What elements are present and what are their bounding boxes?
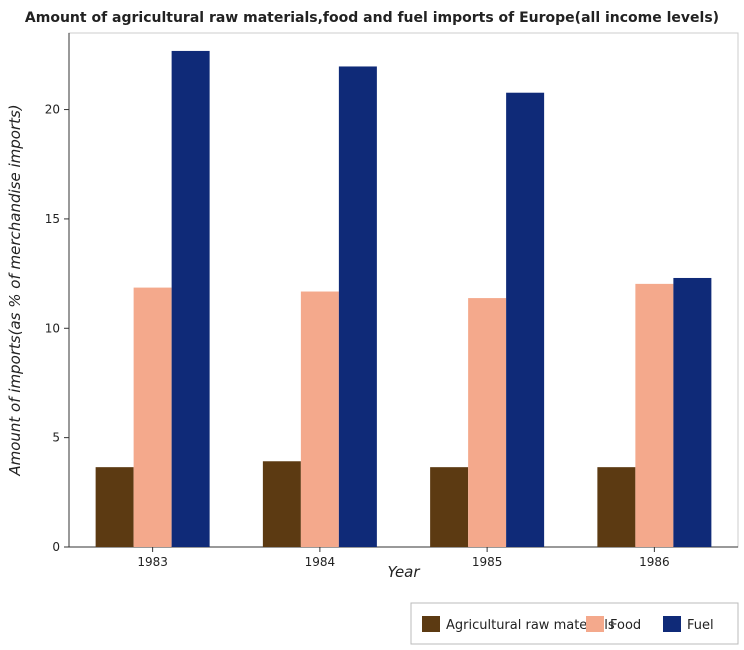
legend-swatch — [422, 616, 440, 632]
legend-box — [410, 602, 739, 645]
bar-food-1984 — [300, 291, 339, 547]
bar-fuel-1984 — [338, 66, 377, 547]
legend-swatch — [586, 616, 604, 632]
x-tick-label: 1986 — [639, 555, 670, 569]
x-tick-label: 1985 — [472, 555, 503, 569]
legend-label: Fuel — [687, 618, 714, 633]
legend-swatch — [663, 616, 681, 632]
bars — [95, 50, 712, 548]
y-tick-label: 0 — [52, 540, 60, 554]
y-tick-label: 20 — [45, 103, 60, 117]
bar-fuel-1986 — [673, 277, 712, 547]
bar-food-1986 — [635, 283, 674, 547]
axes: 0 5 10 15 20 1983 1984 1985 1986 — [45, 32, 739, 569]
bar-food-1985 — [468, 298, 507, 547]
axis-labels: Year Amount of imports(as % of merchandis… — [6, 104, 420, 581]
x-tick-label: 1984 — [305, 555, 336, 569]
bar-agricultural-raw-materials-1986 — [597, 467, 636, 547]
chart-title: Amount of agricultural raw materials,foo… — [24, 10, 720, 26]
x-tick-label: 1983 — [137, 555, 168, 569]
bar-agricultural-raw-materials-1985 — [430, 467, 469, 547]
bar-food-1983 — [133, 287, 172, 547]
y-tick-label: 15 — [45, 212, 60, 226]
y-tick-label: 5 — [52, 431, 60, 445]
y-tick-label: 10 — [45, 321, 60, 335]
x-axis-label: Year — [387, 563, 420, 581]
y-axis-label: Amount of imports(as % of merchandise im… — [6, 104, 24, 476]
legend-label: Agricultural raw materials — [446, 618, 615, 633]
bar-fuel-1983 — [171, 50, 210, 548]
bar-fuel-1985 — [506, 92, 545, 547]
bar-agricultural-raw-materials-1983 — [95, 467, 134, 547]
bar-agricultural-raw-materials-1984 — [262, 461, 301, 547]
legend-label: Food — [610, 618, 641, 633]
